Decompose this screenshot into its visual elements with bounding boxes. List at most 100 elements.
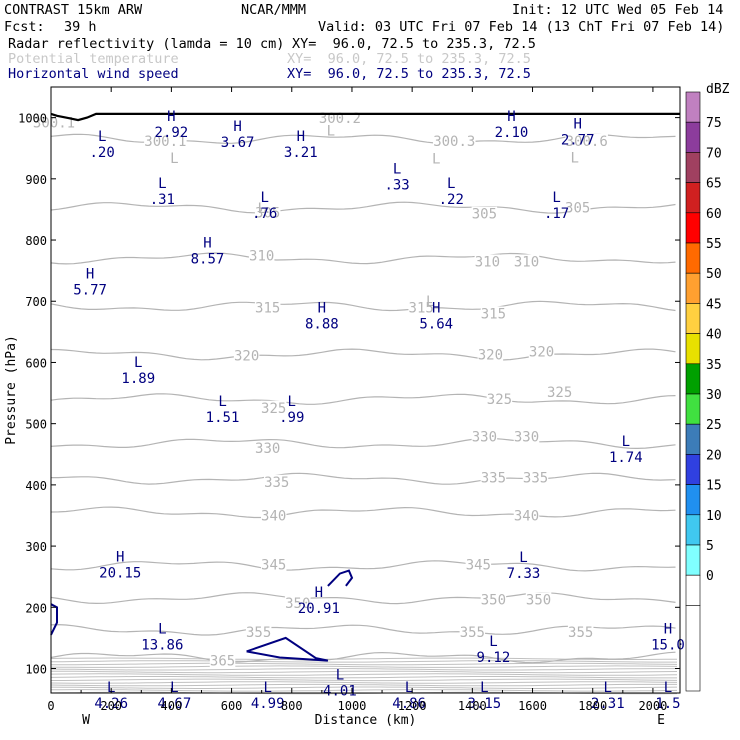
theta-label: 320 [529,344,554,360]
isentrope-350 [50,592,676,605]
colorbar-unit: dBZ [706,82,730,97]
wind-extremum-value: .31 [150,192,175,208]
wind-extremum: L3.15 [468,680,502,712]
colorbar-swatch [685,544,701,576]
valid-time: Valid: 03 UTC Fri 07 Feb 14 (13 ChT Fri … [318,19,725,35]
theta-extremum-mark: L [432,152,440,168]
theta-label-bg [263,474,290,489]
wind-extremum-type: H [432,300,440,316]
wind-extremum: L.17 [544,190,569,222]
wind-extremum-value: .20 [90,145,115,161]
wind-extremum-type: L [519,550,527,566]
theta-label-bg [254,205,281,220]
theta-label-bg [480,470,507,485]
wind-extremum-type: L [218,394,226,410]
wind-extremum-type: L [263,680,271,696]
wind-extremum-type: H [573,117,581,133]
y-tick-label: 900 [25,173,47,187]
wind-extremum-type: H [664,622,672,638]
colorbar-swatch [685,484,701,516]
colorbar-swatch [685,272,701,304]
wind-extremum: L4.26 [94,680,128,712]
axes: 0 200 400 600 800 1000 1200 1400 1600 1800 2000 100… [4,87,680,728]
theta-label: 300.1 [33,116,75,132]
reflectivity-contour [246,636,329,662]
colorbar-level: 60 [706,207,722,222]
colorbar-swatch [685,454,701,485]
y-tick-label: 700 [25,295,47,309]
colorbar-level: 40 [706,328,722,343]
organization: NCAR/MMM [241,2,307,18]
wind-extremum: H20.91 [298,585,340,617]
colorbar-swatch [685,242,701,274]
wind-extremum-type: L [158,622,166,638]
theta-label-bg [459,624,486,639]
wind-extremum-type: H [116,549,124,565]
wind-extremum: L1.74 [609,434,643,466]
theta-label-bg [433,133,476,148]
wind-extremum: L.76 [252,190,277,222]
wind-extremum-value: 4.01 [323,684,357,700]
theta-label: 350 [285,596,310,612]
x-tick-label: 1000 [338,699,367,713]
isentrope-335 [51,472,676,485]
wind-extremum-type: L [480,680,488,696]
wind-extremum: L1.89 [121,355,155,387]
dense-isentrope [50,660,677,663]
wind-extremum: H2.10 [495,109,529,141]
colorbar-level: 30 [706,388,722,403]
y-axis-label: Pressure (hPa) [4,335,19,445]
colorbar-level: 35 [706,358,722,373]
colorbar-level: 55 [706,237,722,252]
colorbar-level: 25 [706,418,722,433]
wind-extremum: L.22 [439,176,464,208]
colorbar-swatch [685,514,701,546]
colorbar-swatch [685,393,701,425]
isentrope-340 [50,506,676,519]
wind-extremum-value: .22 [439,192,464,208]
theta-label: 325 [261,401,286,417]
y-tick-label: 500 [25,418,47,432]
colorbar-swatch [685,152,701,183]
theta-label: 300.3 [433,134,475,150]
x-tick-label: 1400 [458,699,487,713]
theta-label: 310 [475,254,500,270]
theta-label-bg [565,133,608,148]
isentrope-320 [50,348,676,361]
wind-extremum: L.99 [279,394,304,426]
wind-extremum-value: 1.5 [655,696,680,712]
wind-extremum-type: H [297,129,305,145]
wind-extremum-type: H [318,300,326,316]
wind-extremum-value: 4.67 [158,696,192,712]
east-label: E [657,713,665,728]
theta-label-bg [513,429,540,444]
x-tick-label: 600 [221,699,243,713]
theta-label: 350 [526,592,551,608]
wind-extremum-type: L [664,680,672,696]
wind-extremum: H8.57 [191,235,225,267]
wind-extremum: L1.5 [655,680,680,712]
dense-isentrope [50,683,677,687]
reflectivity-contour [50,603,58,636]
x-tick-label: 1200 [398,699,427,713]
dense-isentrope [50,681,678,684]
y-tick-label: 600 [25,356,47,370]
wind-extremum-value: .33 [384,177,409,193]
colorbar-swatch [685,423,701,455]
wind-extremum-value: 8.88 [305,316,339,332]
dense-isentrope [50,676,677,679]
dense-isentrope [50,673,678,676]
dense-isentrope [50,665,678,668]
wind-extremum-type: L [134,355,142,371]
wind-extremum: H5.64 [419,300,453,332]
y-tick-label: 800 [25,234,47,248]
theta-label: 350 [481,592,506,608]
theta-label-bg [480,306,507,321]
wind-extremum-type: L [405,680,413,696]
theta-label-bg [260,557,287,572]
theta-label-bg [477,347,504,362]
x-tick-label: 800 [281,699,303,713]
theta-extremum-mark: L [426,294,434,310]
wind-extremum: L2.31 [591,680,625,712]
